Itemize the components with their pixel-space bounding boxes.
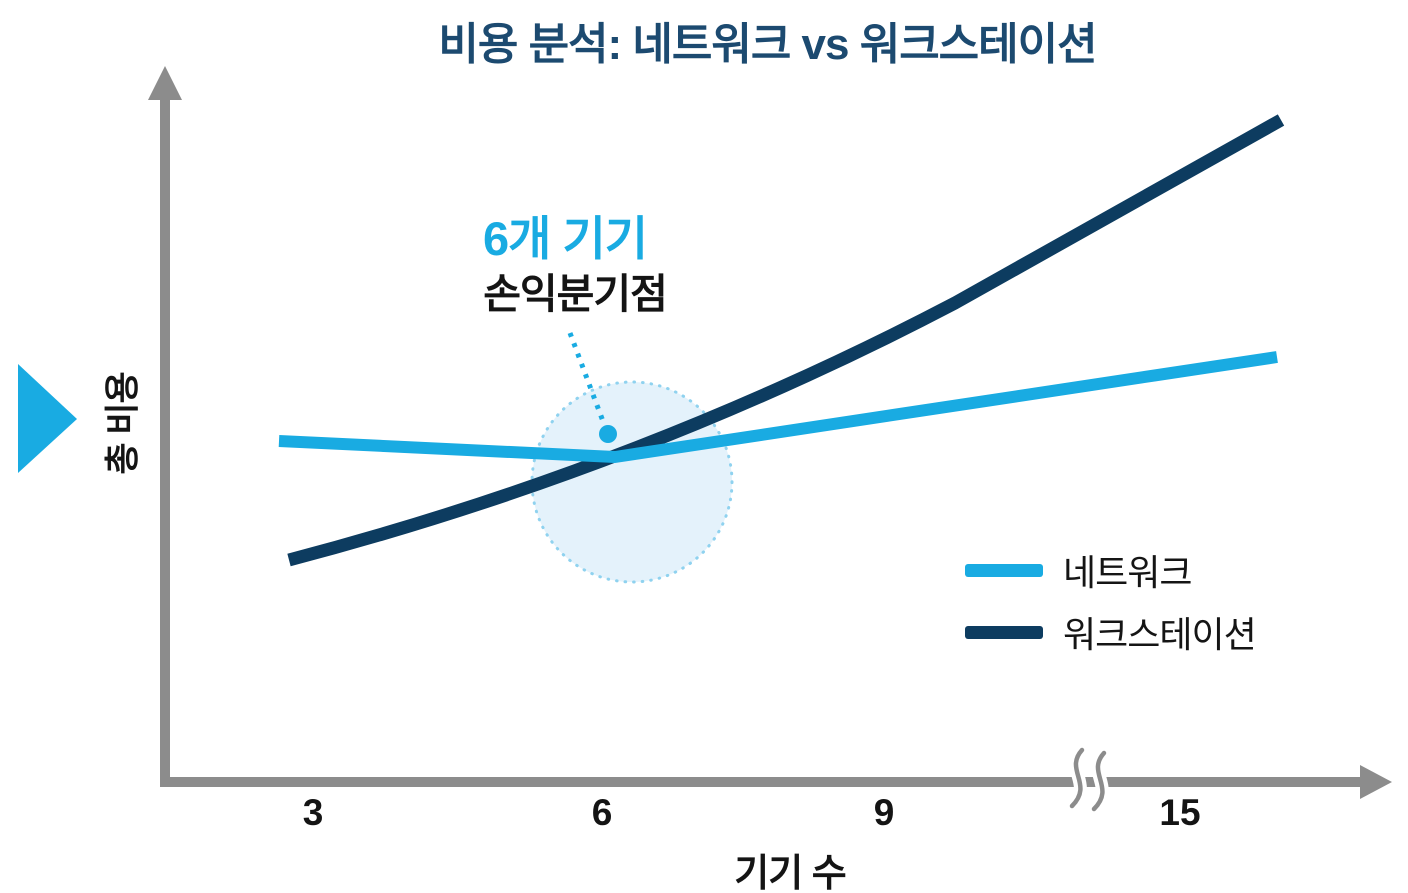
series-line-network	[278, 351, 1278, 463]
x-axis-label: 기기 수	[734, 853, 846, 893]
x-tick-6: 6	[591, 792, 613, 833]
legend-label-network: 네트워크	[1063, 552, 1192, 593]
x-tick-9: 9	[873, 792, 895, 833]
x-tick-3: 3	[302, 792, 324, 833]
series-line-workstation	[287, 114, 1285, 567]
legend-swatch-network	[965, 563, 1043, 577]
x-tick-15: 15	[1159, 792, 1201, 833]
legend-swatch-workstation	[965, 625, 1043, 639]
legend-label-workstation: 워크스테이션	[1063, 614, 1257, 655]
y-axis-line	[160, 92, 170, 787]
chart-title: 비용 분석: 네트워크 vs 워크스테이션	[438, 20, 1097, 69]
legend-item-network: 네트워크	[965, 544, 1192, 596]
x-axis-break-icon	[1065, 743, 1111, 816]
legend-item-workstation: 워크스테이션	[965, 606, 1257, 658]
x-axis-line	[160, 777, 1362, 787]
breakeven-annotation-subtext: 손익분기점	[483, 271, 668, 317]
breakeven-annotation-headline: 6개 기기	[483, 212, 648, 265]
annotation-leader-line	[567, 332, 607, 425]
x-axis-arrowhead-icon	[1360, 765, 1392, 799]
y-axis-arrowhead-icon	[148, 66, 182, 100]
breakeven-dot	[599, 425, 617, 443]
left-pointer-arrow-icon	[18, 364, 77, 473]
y-axis-label: 총 비용	[103, 372, 143, 475]
